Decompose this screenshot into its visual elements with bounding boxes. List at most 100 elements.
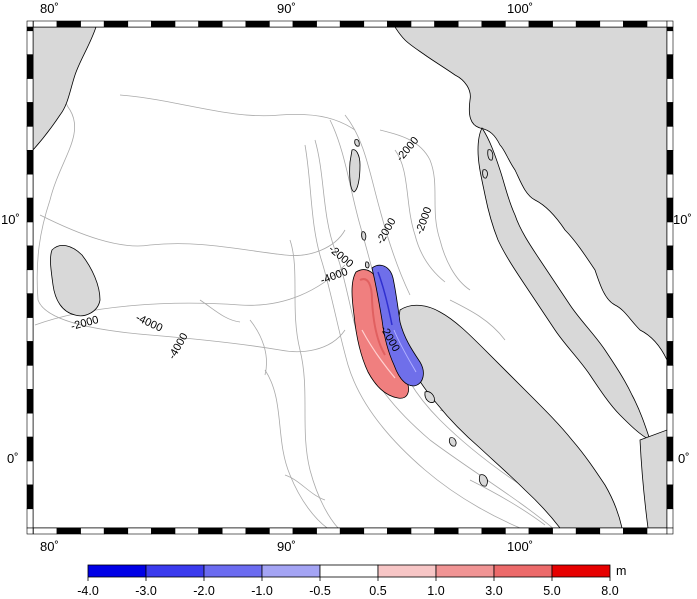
frame-tick-segment — [666, 269, 674, 294]
frame-tick-segment — [174, 527, 199, 535]
bottom-lon-label-100: 100˚ — [507, 539, 534, 554]
frame-tick-segment — [434, 20, 459, 28]
frame-tick-segment — [103, 20, 129, 28]
frame-tick-segment — [316, 527, 341, 535]
colorbar-tick-label: 8.0 — [601, 584, 619, 598]
frame-tick-segment — [26, 173, 34, 199]
frame-tick-segment — [505, 20, 530, 28]
frame-tick-segment — [481, 20, 506, 28]
frame-tick-segment — [33, 527, 58, 535]
colorbar-swatch — [377, 564, 437, 578]
frame-tick-segment — [56, 527, 81, 535]
frame-tick-segment — [666, 126, 674, 151]
frame-tick-segment — [646, 20, 668, 28]
frame-tick-segment — [666, 293, 674, 318]
frame-tick-segment — [339, 527, 365, 535]
frame-tick-segment — [269, 20, 294, 28]
frame-tick-segment — [151, 527, 176, 535]
frame-tick-segment — [26, 293, 34, 318]
frame-tick-segment — [666, 20, 674, 28]
colorbar-tick-label: -1.0 — [251, 584, 273, 598]
frame-tick-segment — [666, 102, 674, 127]
nicobar-islands-2 — [365, 261, 370, 269]
colorbar-swatch — [319, 564, 379, 578]
map-canvas: -2000 -4000 -4000 -2000 -4000 -2000 -200… — [33, 27, 667, 528]
frame-tick-segment — [26, 436, 34, 462]
frame-tick-segment — [666, 173, 674, 199]
frame-tick-segment — [26, 30, 34, 55]
frame-tick-segment — [26, 365, 34, 390]
frame-tick-segment — [80, 527, 105, 535]
sumatra-offshore-islands-2 — [448, 437, 457, 447]
mainland-southeast-asia-land — [394, 27, 667, 361]
frame-tick-segment — [623, 527, 648, 535]
frame-tick-segment — [481, 527, 506, 535]
frame-tick-segment — [623, 20, 648, 28]
frame-tick-segment — [575, 527, 601, 535]
frame-tick-segment — [575, 20, 601, 28]
frame-tick-segment — [245, 20, 270, 28]
frame-tick-segment — [666, 341, 674, 366]
frame-tick-segment — [221, 20, 247, 28]
frame-tick-segment — [666, 245, 674, 271]
frame-tick-segment — [127, 527, 152, 535]
colorbar-swatch — [145, 564, 205, 578]
colorbar-unit: m — [616, 564, 627, 578]
left-lat-label-10: 10˚ — [1, 212, 20, 227]
frame-tick-segment — [666, 412, 674, 438]
frame-tick-segment — [26, 388, 34, 414]
frame-tick-segment — [26, 126, 34, 151]
andaman-islands-small — [354, 139, 360, 147]
frame-tick-segment — [26, 317, 34, 342]
frame-tick-segment — [26, 412, 34, 438]
frame-tick-segment — [316, 20, 341, 28]
colorbar-swatch — [551, 564, 611, 578]
frame-tick-segment — [151, 20, 176, 28]
frame-tick-segment — [198, 527, 223, 535]
frame-tick-segment — [666, 150, 674, 175]
sumatra-offshore-islands-3 — [478, 474, 488, 487]
frame-tick-segment — [666, 317, 674, 342]
colorbar-swatch — [493, 564, 553, 578]
frame-tick-segment — [666, 527, 674, 535]
frame-tick-segment — [387, 20, 412, 28]
frame-tick-segment — [457, 527, 483, 535]
frame-tick-segment — [666, 30, 674, 55]
frame-tick-segment — [269, 527, 294, 535]
colorbar-tick-label: 3.0 — [485, 584, 503, 598]
frame-tick-segment — [666, 388, 674, 414]
frame-tick-segment — [410, 20, 435, 28]
frame-tick-segment — [505, 527, 530, 535]
frame-tick-segment — [26, 78, 34, 103]
frame-tick-segment — [646, 527, 668, 535]
frame-tick-segment — [387, 527, 412, 535]
colorbar-tick-label: -2.0 — [193, 584, 215, 598]
frame-tick-segment — [80, 20, 105, 28]
frame-tick-segment — [339, 20, 365, 28]
frame-tick-segment — [666, 508, 674, 529]
colorbar-tick-label: 1.0 — [427, 584, 445, 598]
frame-tick-segment — [26, 341, 34, 366]
frame-tick-segment — [26, 26, 34, 32]
right-lat-label-0: 0˚ — [678, 451, 690, 466]
right-lat-label-10: 10˚ — [673, 212, 692, 227]
frame-tick-segment — [26, 150, 34, 175]
borneo-land — [639, 429, 667, 528]
frame-tick-segment — [198, 20, 223, 28]
left-lat-label-0: 0˚ — [7, 451, 19, 466]
colorbar-tick-label: -0.5 — [309, 584, 331, 598]
frame-tick-segment — [33, 20, 58, 28]
land-masses — [33, 27, 667, 528]
frame-tick-segment — [599, 20, 624, 28]
nicobar-islands — [361, 231, 367, 241]
frame-tick-segment — [103, 527, 129, 535]
colorbar-tick-label: 0.5 — [369, 584, 387, 598]
frame-tick-segment — [26, 54, 34, 79]
frame-tick-segment — [245, 527, 270, 535]
colorbar-tick-label: -3.0 — [135, 584, 157, 598]
top-lon-label-90: 90˚ — [277, 1, 296, 16]
frame-tick-segment — [666, 460, 674, 486]
sumatra-land — [398, 304, 623, 528]
frame-tick-segment — [666, 78, 674, 103]
